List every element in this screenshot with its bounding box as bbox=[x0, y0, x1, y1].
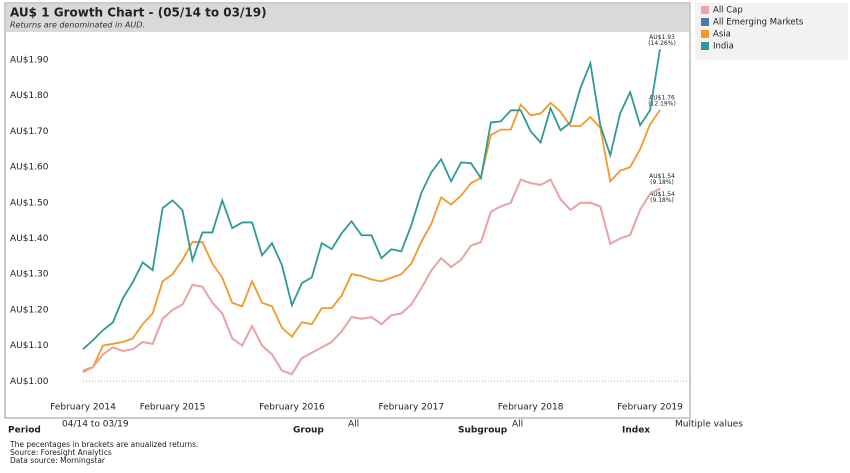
legend-label: All Emerging Markets bbox=[713, 18, 804, 28]
y-tick-label: AU$1.30 bbox=[10, 270, 49, 280]
x-tick-label: February 2015 bbox=[140, 403, 206, 413]
footnote: The pecentages in brackets are anualized… bbox=[9, 440, 198, 449]
legend-swatch bbox=[701, 18, 709, 26]
footnote: Source: Foresight Analytics bbox=[10, 448, 112, 457]
filter-value: 04/14 to 03/19 bbox=[62, 420, 129, 430]
legend-swatch bbox=[701, 42, 709, 50]
legend-label: All Cap bbox=[713, 6, 743, 16]
end-label: AU$1.76 bbox=[649, 94, 675, 101]
line-series bbox=[82, 101, 661, 372]
y-tick-label: AU$1.80 bbox=[10, 91, 49, 101]
x-tick-label: February 2014 bbox=[50, 403, 116, 413]
x-tick-label: February 2019 bbox=[617, 403, 683, 413]
x-tick-label: February 2016 bbox=[259, 403, 325, 413]
filter-label: Index bbox=[622, 426, 650, 436]
chart-subtitle: Returns are denominated in AUD. bbox=[10, 21, 145, 30]
y-tick-label: AU$1.00 bbox=[10, 377, 49, 387]
footnote: Data source: Morningstar bbox=[10, 456, 106, 465]
end-label: (12.19%) bbox=[648, 100, 676, 107]
y-tick-label: AU$1.60 bbox=[10, 163, 49, 173]
end-label: AU$1.54 bbox=[649, 191, 675, 198]
y-tick-label: AU$1.70 bbox=[10, 127, 49, 137]
y-tick-label: AU$1.40 bbox=[10, 234, 49, 244]
line-series bbox=[82, 178, 661, 376]
x-tick-label: February 2018 bbox=[498, 403, 564, 413]
legend-swatch bbox=[701, 30, 709, 38]
filter-label: Group bbox=[293, 426, 324, 436]
filter-value: Multiple values bbox=[675, 420, 743, 430]
legend-box bbox=[695, 3, 848, 60]
filter-value: All bbox=[512, 420, 523, 430]
y-tick-label: AU$1.10 bbox=[10, 341, 49, 351]
end-label: (9.18%) bbox=[650, 197, 674, 204]
chart-title: AU$ 1 Growth Chart - (05/14 to 03/19) bbox=[10, 6, 267, 20]
legend-label: India bbox=[713, 42, 734, 52]
chart-frame bbox=[4, 2, 691, 419]
filter-value: All bbox=[348, 420, 359, 430]
y-tick-label: AU$1.20 bbox=[10, 305, 49, 315]
legend-swatch bbox=[701, 6, 709, 14]
title-bar bbox=[6, 4, 689, 32]
end-label: AU$1.93 bbox=[649, 34, 675, 41]
end-label: (9.18%) bbox=[650, 179, 674, 186]
legend-label: Asia bbox=[713, 30, 731, 40]
filter-label: Subgroup bbox=[458, 426, 508, 436]
filter-label: Period bbox=[8, 426, 41, 436]
x-tick-label: February 2017 bbox=[378, 403, 444, 413]
y-tick-label: AU$1.50 bbox=[10, 198, 49, 208]
end-label: (14.26%) bbox=[648, 40, 676, 47]
line-series bbox=[82, 49, 661, 350]
end-label: AU$1.54 bbox=[649, 173, 675, 180]
y-tick-label: AU$1.90 bbox=[10, 55, 49, 65]
